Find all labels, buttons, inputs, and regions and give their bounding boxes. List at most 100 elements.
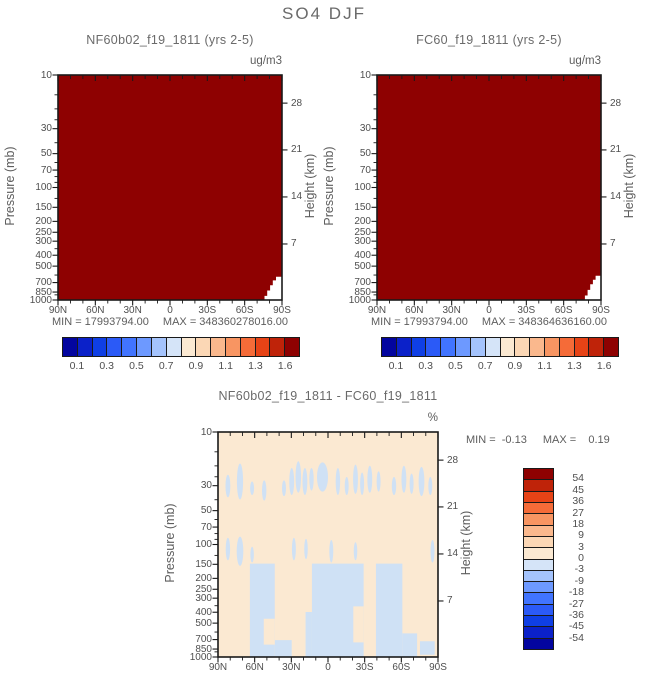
left-panel-title: NF60b02_f19_1811 (yrs 2-5) — [86, 33, 254, 47]
left-colorbar-cell — [181, 338, 197, 356]
left-height-axis-label: Height (km) — [303, 153, 317, 219]
left-pressure-tick-label: 30 — [40, 123, 52, 135]
diff-negative-patch — [305, 612, 312, 657]
right-pressure-tick-label: 250 — [354, 226, 371, 238]
diff-pressure-tick-label: 300 — [195, 592, 212, 604]
right-height-tick-label: 14 — [610, 191, 622, 203]
left-colorbar-label: 1.6 — [277, 360, 293, 372]
diff-negative-blob — [225, 537, 231, 561]
left-field — [58, 75, 282, 300]
diff-colorbar-cell — [524, 514, 553, 526]
right-pressure-tick-label: 700 — [354, 277, 371, 289]
right-colorbar-label: 0.7 — [477, 360, 493, 372]
right-lat-tick-label: 90S — [592, 305, 610, 316]
right-colorbar-cell — [426, 338, 442, 356]
diff-pressure-tick-label: 700 — [195, 634, 212, 646]
diff-colorbar-label: -18 — [568, 586, 584, 599]
right-colorbar-cell — [589, 338, 605, 356]
left-colorbar-cell — [63, 338, 78, 356]
right-colorbar-cell — [396, 338, 412, 356]
right-lat-tick-label: 0 — [486, 305, 492, 316]
diff-pressure-tick-label: 850 — [195, 643, 212, 655]
left-colorbar-cell — [270, 338, 286, 356]
diff-pressure-tick-label: 200 — [195, 572, 212, 584]
right-terrain-notch — [584, 275, 601, 300]
right-pressure-tick-label: 500 — [354, 260, 371, 272]
diff-lat-tick-label: 30S — [355, 662, 374, 673]
diff-lat-tick-label: 60S — [392, 662, 411, 673]
right-height-axis-label: Height (km) — [622, 153, 636, 219]
diff-panel-plot — [212, 431, 444, 663]
left-colorbar-cell — [107, 338, 123, 356]
diff-colorbar-cell — [524, 502, 553, 515]
diff-height-axis-label: Height (km) — [459, 510, 473, 576]
diff-lat-tick-label: 90S — [429, 662, 447, 673]
left-colorbar — [62, 337, 300, 357]
right-panel-minmax: MIN = 17993794.00 MAX = 348364636160.00 — [339, 316, 639, 328]
diff-negative-blob — [409, 473, 414, 494]
left-colorbar-cell — [285, 338, 299, 356]
diff-negative-blob — [295, 461, 302, 493]
right-colorbar-cell — [411, 338, 427, 356]
diff-negative-blob — [367, 465, 373, 493]
diff-colorbar-cell — [524, 559, 553, 571]
diff-pressure-tick-label: 400 — [195, 606, 212, 618]
diff-colorbar-cell — [524, 627, 553, 639]
right-height-tick-label: 7 — [610, 238, 616, 250]
right-colorbar-cell — [544, 338, 560, 356]
diff-pressure-tick-label: 1000 — [189, 651, 212, 663]
left-colorbar-label: 0.9 — [188, 360, 204, 372]
right-lat-tick-label: 30S — [517, 305, 536, 316]
diff-colorbar-label: 27 — [572, 506, 584, 519]
diff-negative-blob — [250, 546, 254, 563]
diff-pressure-tick-label: 10 — [200, 426, 212, 438]
diff-colorbar-label: 9 — [578, 529, 584, 542]
diff-colorbar-label: 36 — [572, 495, 584, 508]
right-colorbar-cell — [574, 338, 590, 356]
right-colorbar-label: 1.6 — [596, 360, 612, 372]
right-pressure-tick-label: 200 — [354, 215, 371, 227]
diff-negative-blob — [428, 477, 433, 495]
diff-height-tick-label: 14 — [447, 548, 459, 560]
right-colorbar-label: 0.3 — [418, 360, 433, 372]
left-pressure-tick-label: 70 — [40, 164, 52, 176]
left-colorbar-label: 1.1 — [218, 360, 233, 372]
diff-negative-blob — [289, 468, 295, 495]
diff-colorbar-label: 3 — [578, 540, 584, 553]
left-pressure-tick-label: 700 — [35, 277, 52, 289]
diff-colorbar — [523, 468, 554, 650]
left-height-tick-label: 21 — [291, 144, 303, 156]
left-colorbar-cell — [151, 338, 167, 356]
diff-negative-blob — [317, 462, 328, 492]
diff-negative-blob — [344, 477, 349, 495]
diff-negative-blob — [262, 480, 267, 501]
right-colorbar-cell — [441, 338, 457, 356]
diff-negative-blob — [225, 474, 231, 498]
diff-colorbar-cell — [524, 491, 553, 503]
diff-colorbar-label: -3 — [574, 563, 584, 576]
diff-colorbar-cell — [524, 593, 553, 605]
diff-colorbar-cell — [524, 604, 553, 617]
left-panel-max: MAX = 348360278016.00 — [162, 316, 288, 328]
diff-pressure-tick-label: 250 — [195, 583, 212, 595]
diff-negative-blob — [282, 480, 286, 497]
right-colorbar-label: 0.5 — [448, 360, 463, 372]
left-lat-tick-label: 30N — [123, 305, 142, 316]
diff-negative-blob — [236, 536, 244, 566]
diff-colorbar-cell — [524, 582, 553, 594]
diff-negative-blob — [376, 471, 381, 492]
right-pressure-tick-label: 150 — [354, 201, 371, 213]
right-frame — [376, 74, 602, 301]
diff-pressure-tick-label: 100 — [195, 539, 212, 550]
diff-negative-blob — [250, 481, 255, 495]
right-pressure-tick-label: 300 — [354, 235, 371, 247]
left-pressure-tick-label: 200 — [35, 215, 52, 227]
left-lat-tick-label: 0 — [167, 305, 173, 316]
right-colorbar-cell — [485, 338, 501, 356]
diff-lat-tick-label: 60N — [245, 662, 264, 673]
diff-positive-hole — [353, 606, 364, 643]
right-pressure-tick-label: 10 — [359, 69, 371, 81]
diff-lat-tick-label: 90N — [208, 662, 228, 673]
diff-negative-blob — [353, 542, 358, 561]
